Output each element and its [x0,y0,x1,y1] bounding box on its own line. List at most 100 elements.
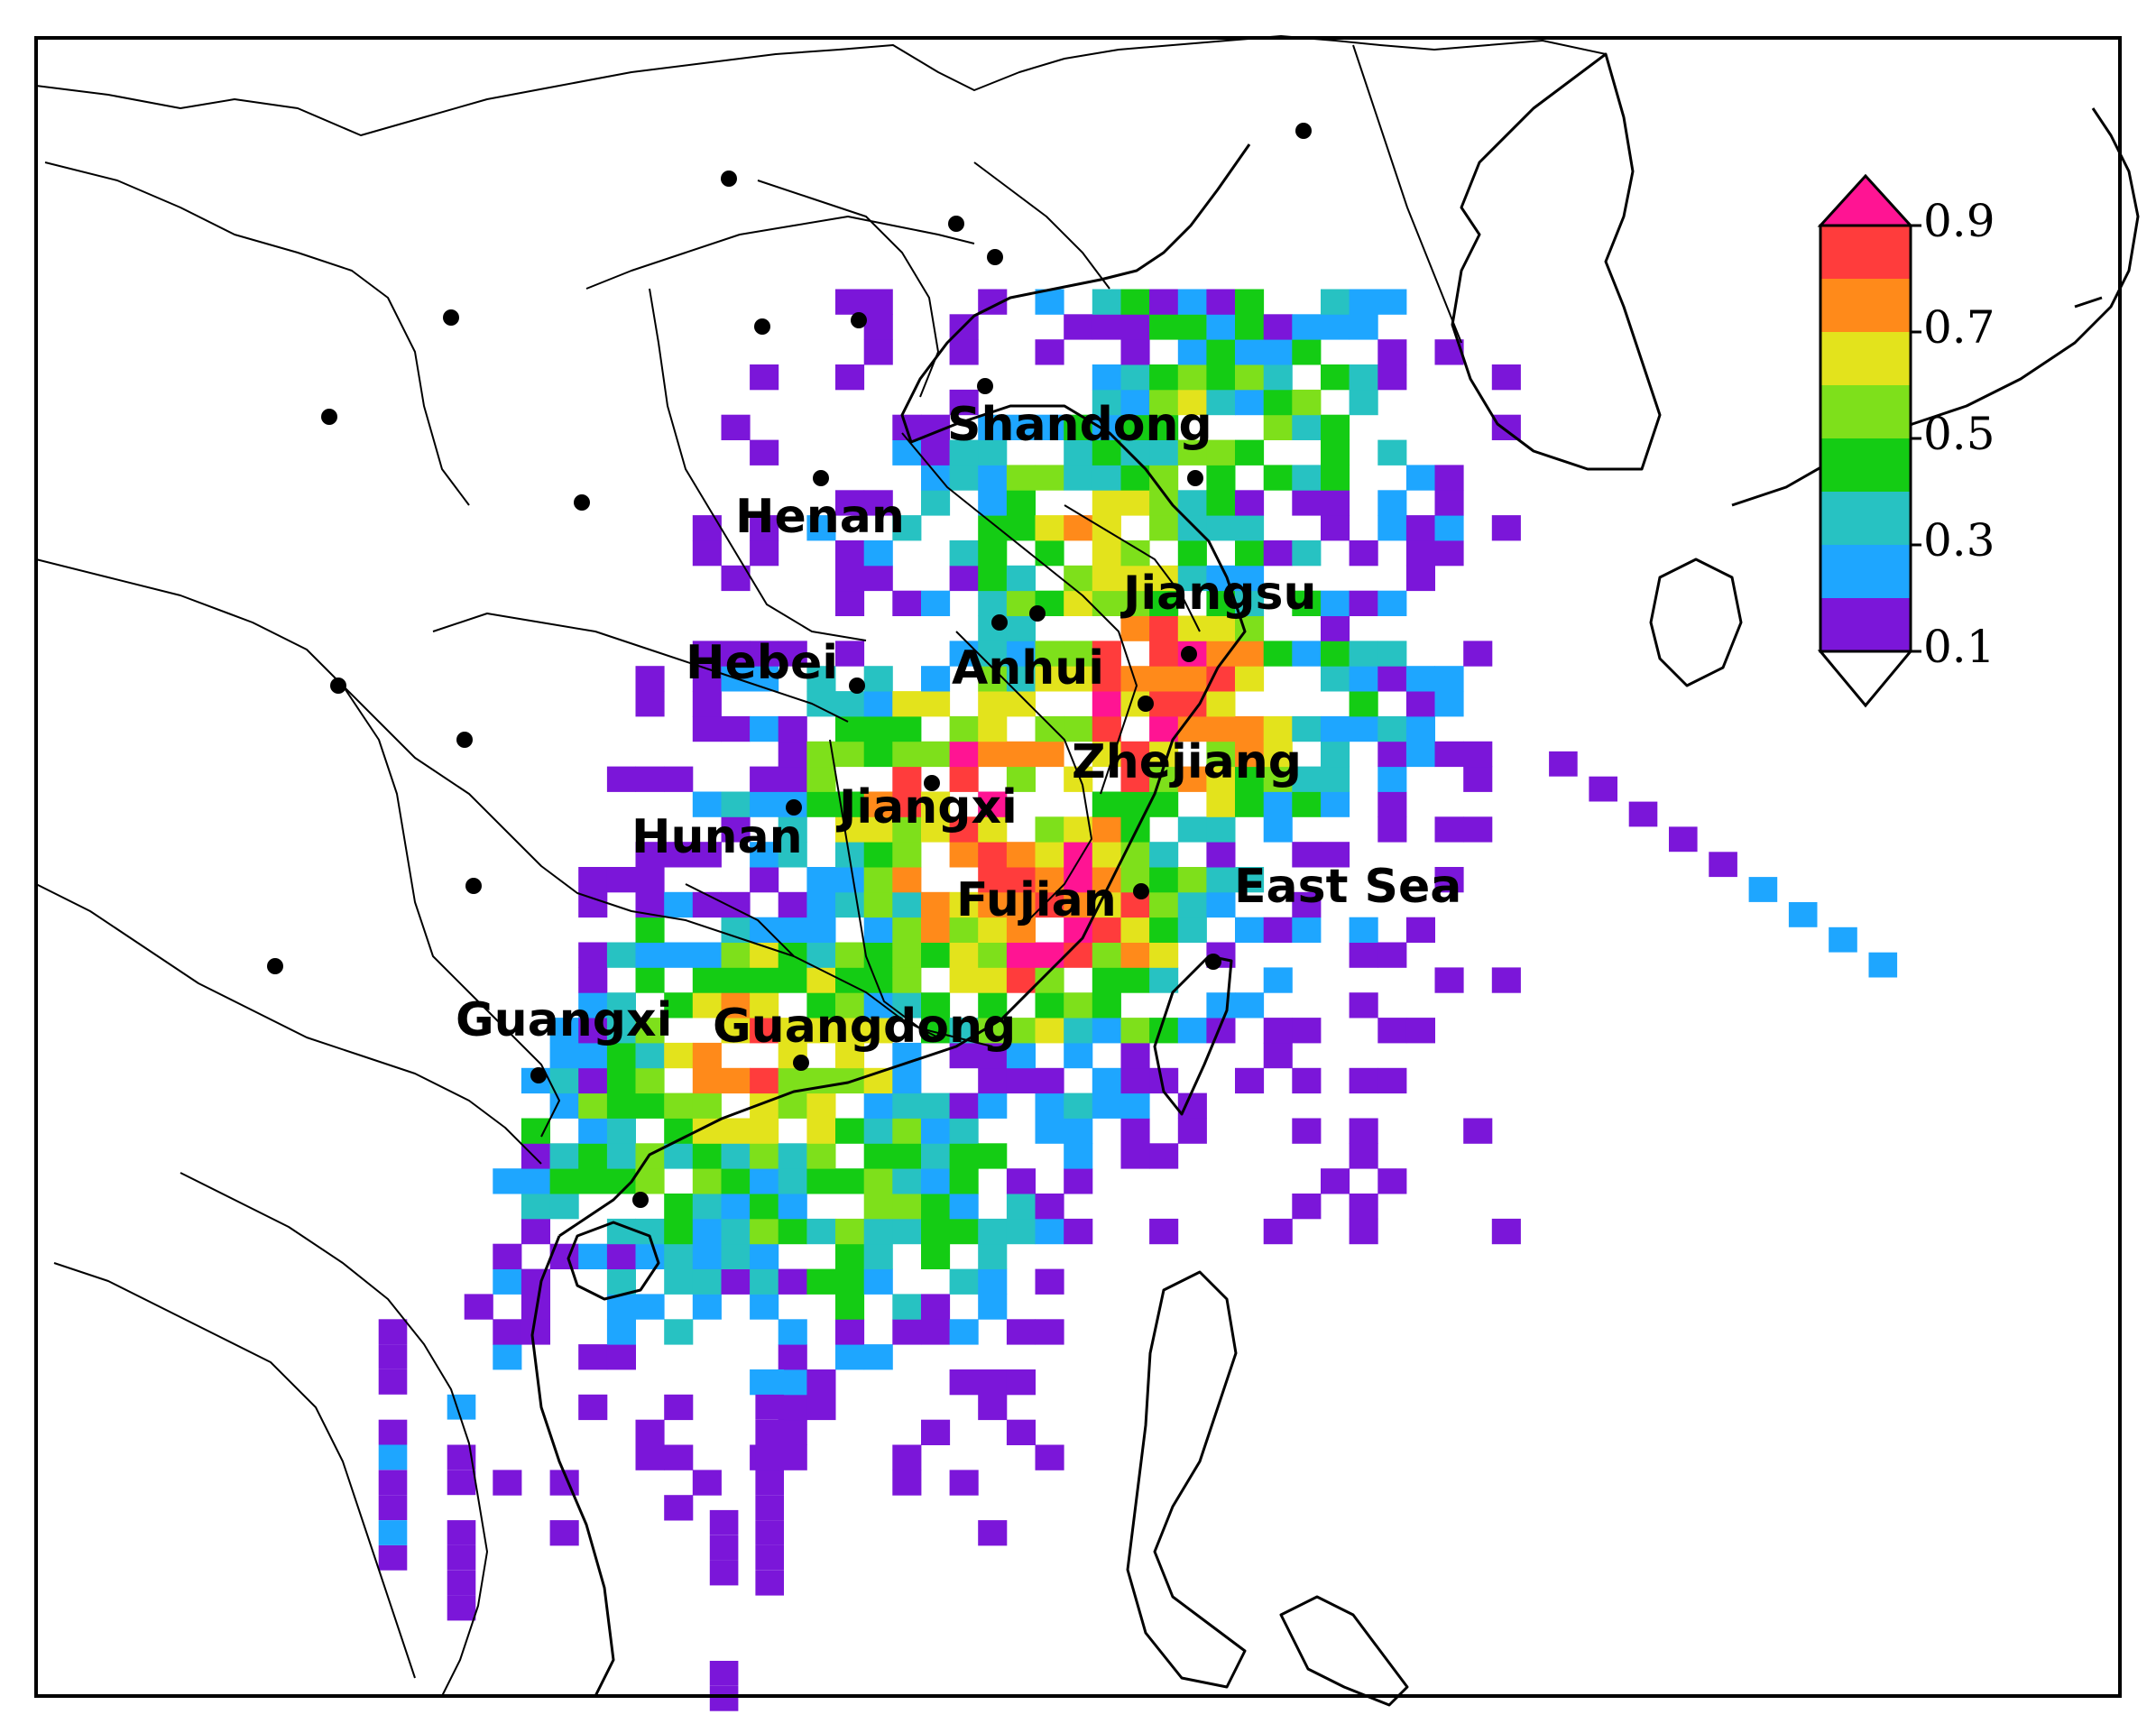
grid-cell [606,1067,636,1094]
grid-cell [892,1092,922,1119]
city-dot [991,614,1008,631]
grid-cell [1092,364,1121,391]
grid-cell [1035,666,1064,692]
grid-cell [778,1319,807,1345]
grid-cell [1628,801,1658,827]
grid-cell [1035,465,1064,491]
city-dot [948,216,964,232]
grid-cell [1292,641,1322,667]
grid-cell [1149,917,1179,943]
grid-cell [949,1268,979,1295]
grid-cell [1006,1067,1036,1094]
concentration-grid [378,289,1898,1711]
grid-cell [949,641,979,667]
grid-cell [835,691,865,717]
grid-cell [549,1194,579,1220]
grid-cell [692,540,722,567]
grid-cell [1149,465,1179,491]
grid-cell [549,1520,579,1546]
japan-kyushu [1649,558,1743,687]
grid-cell [1177,867,1207,893]
grid-cell [1120,741,1150,768]
grid-cell [1149,314,1179,340]
grid-cell [921,917,951,943]
grid-cell [1321,842,1350,868]
grid-cell [692,1470,722,1496]
grid-cell [978,816,1008,843]
grid-cell [1405,540,1435,567]
grid-cell [635,917,665,943]
grid-cell [606,766,636,792]
grid-cell [863,691,893,717]
grid-cell [664,1243,694,1269]
grid-cell [1434,691,1464,717]
grid-cell [1206,515,1236,541]
grid-cell [1064,465,1093,491]
grid-cell [1035,289,1064,315]
grid-cell [1349,691,1378,717]
colorbar-segment [1820,385,1911,438]
colorbar-segment [1820,492,1911,545]
grid-cell [921,1319,951,1345]
grid-cell [1035,641,1064,667]
grid-cell [806,766,836,792]
grid-cell [664,842,694,868]
grid-cell [949,1092,979,1119]
grid-cell [1035,741,1064,768]
grid-cell [606,1243,636,1269]
grid-cell [721,816,751,843]
grid-cell [1177,1118,1207,1144]
grid-cell [921,490,951,516]
grid-cell [1177,490,1207,516]
grid-cell [750,540,779,567]
grid-cell [863,289,893,315]
grid-cell [1092,439,1121,466]
label-guangdong: Guangdong [713,1000,1016,1054]
grid-cell [1405,515,1435,541]
grid-cell [1263,816,1293,843]
grid-cell [1491,967,1521,993]
grid-cell [1321,490,1350,516]
city-dot [530,1067,547,1083]
grid-cell [1321,615,1350,641]
grid-cell [378,1495,408,1520]
city-dot [330,678,346,694]
hainan-island [567,1221,660,1301]
grid-cell [750,791,779,817]
inner-border-1 [44,161,470,506]
grid-cell [578,867,608,893]
city-dot [793,1055,809,1071]
grid-cell [1092,540,1121,567]
grid-cell [378,1544,408,1571]
grid-cell [892,766,922,792]
grid-cell [692,666,722,692]
grid-cell [806,992,836,1019]
grid-cell [493,1243,522,1269]
grid-cell [1349,992,1378,1019]
grid-cell [1092,389,1121,416]
grid-cell [1035,891,1064,918]
grid-cell [1206,715,1236,742]
grid-cell [1006,842,1036,868]
label-hunan: Hunan [631,810,803,864]
grid-cell [1149,364,1179,391]
grid-cell [863,1018,893,1044]
city-dot [754,318,770,335]
grid-cell [549,1168,579,1194]
grid-cell [664,942,694,968]
grid-cell [1434,666,1464,692]
grid-cell [493,1168,522,1194]
colorbar-tick-0.1: 0.1 [1923,621,1995,673]
grid-cell [606,1118,636,1144]
label-hebei: Hebei [686,636,838,690]
grid-cell [750,1243,779,1269]
grid-cell [978,1243,1008,1269]
grid-cell [1092,641,1121,667]
grid-cell [892,1319,922,1345]
grid-cell [635,1243,665,1269]
grid-cell [1235,364,1265,391]
grid-cell [1206,465,1236,491]
grid-cell [721,1243,751,1269]
grid-cell [1263,715,1293,742]
grid-cell [378,1520,408,1545]
